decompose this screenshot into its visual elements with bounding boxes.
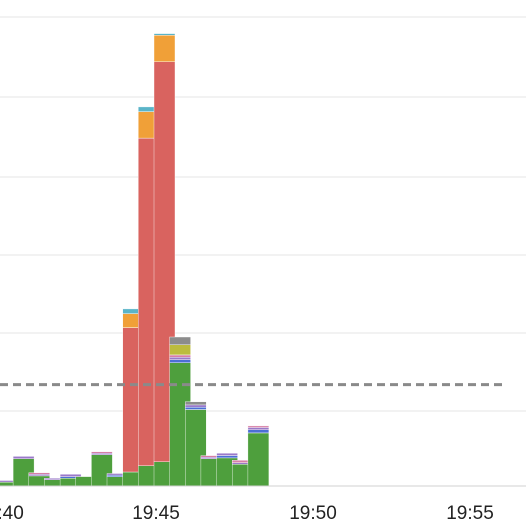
- x-tick-label: 19:55: [446, 503, 494, 524]
- bar-segment-blue: [247, 429, 270, 434]
- bar-segment-pink: [28, 472, 50, 475]
- bar-segment-pink: [91, 451, 113, 454]
- bar-segment-orange: [153, 35, 176, 62]
- bar-segment-gray: [185, 401, 207, 406]
- bar-segment-blue: [216, 455, 238, 459]
- x-tick-label: 19:40: [0, 503, 24, 524]
- x-axis-ticks: 19:40 19:45 19:50 19:55: [0, 503, 494, 524]
- bar-segment-pink: [247, 425, 270, 428]
- bar-segment-blue: [169, 359, 191, 363]
- bar-segment-green: [247, 432, 270, 487]
- bar-stack: [247, 425, 270, 487]
- bar-segment-cyan: [153, 33, 176, 36]
- bar-segment-purple: [169, 357, 191, 360]
- bar-segment-purple: [185, 404, 207, 408]
- plot-background: [0, 0, 526, 486]
- bar-segment-pink: [169, 354, 191, 358]
- bar-segment-purple: [59, 474, 82, 477]
- bar-segment-purple: [12, 456, 35, 459]
- bar-stacks: [0, 33, 270, 487]
- grid-lines: [0, 16, 526, 412]
- x-tick-label: 19:50: [289, 503, 337, 524]
- bar-segment-olive: [169, 344, 191, 356]
- bar-segment-purple: [28, 474, 50, 477]
- bar-segment-blue: [185, 407, 207, 410]
- x-tick-label: 19:45: [132, 503, 180, 524]
- bar-segment-gray: [169, 336, 191, 346]
- bar-segment-purple: [216, 453, 238, 456]
- bar-segment-purple: [247, 427, 270, 430]
